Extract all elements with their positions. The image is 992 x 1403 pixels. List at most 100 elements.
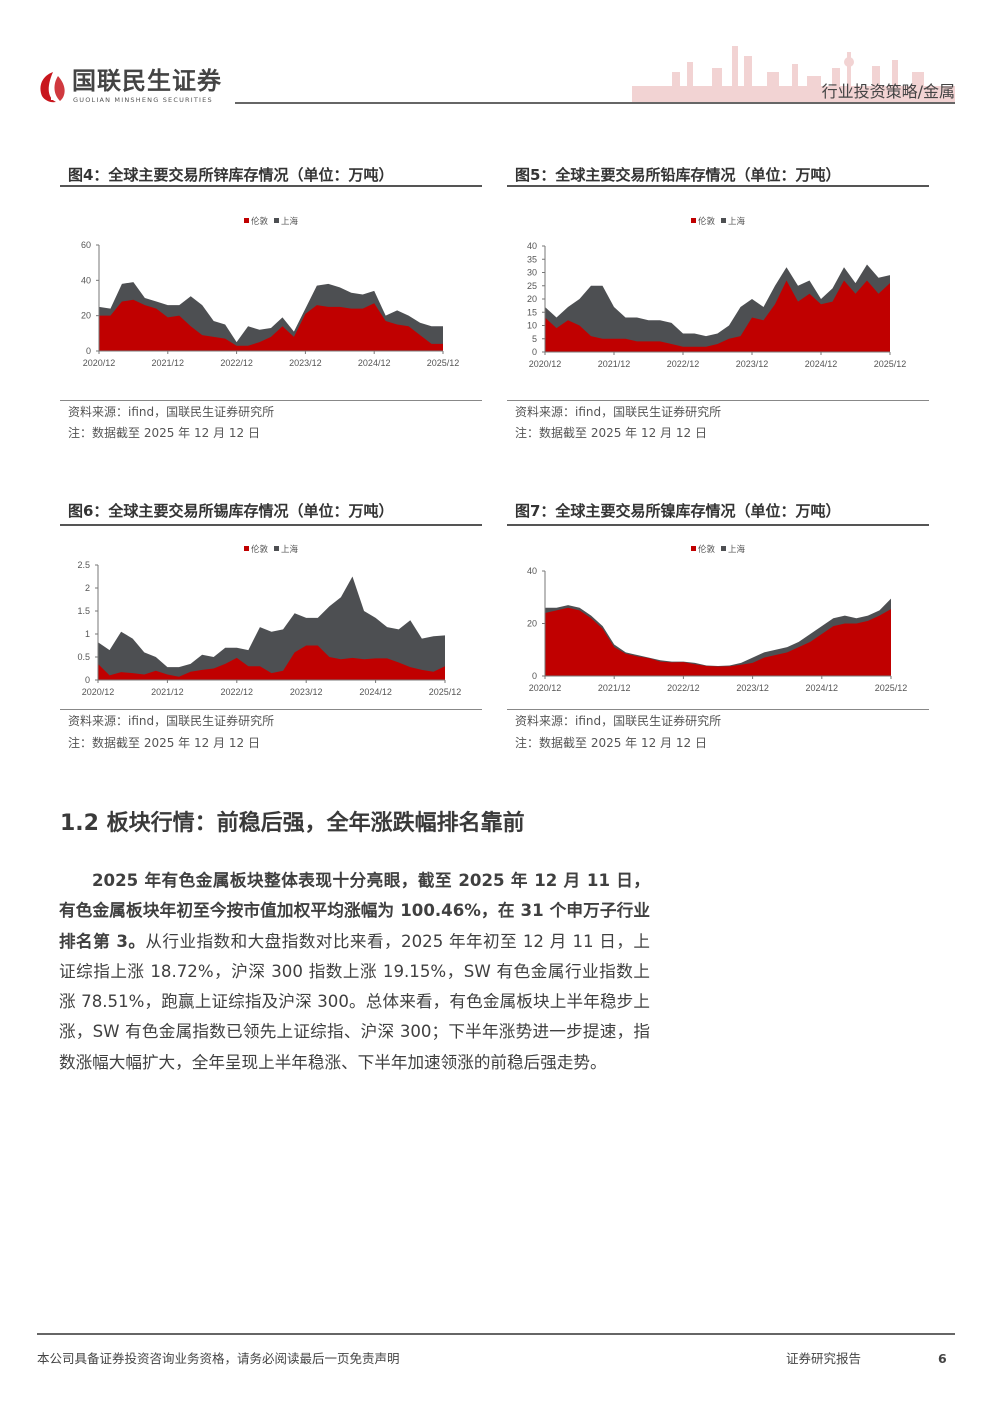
skyline-decoration bbox=[632, 46, 955, 102]
legend-swatch-shanghai bbox=[274, 546, 279, 551]
brand-logo-icon bbox=[40, 72, 65, 103]
figure-6-title: 图6：全球主要交易所锡库存情况（单位：万吨） bbox=[68, 502, 394, 520]
body-paragraph: 2025 年有色金属板块整体表现十分亮眼，截至 2025 年 12 月 11 日… bbox=[59, 866, 650, 1078]
page-number: 6 bbox=[938, 1351, 947, 1366]
y-tick-label: 20 bbox=[527, 294, 537, 304]
x-tick-label: 2020/12 bbox=[83, 358, 116, 368]
figure-5-title-rule bbox=[507, 185, 929, 187]
x-tick-label: 2023/12 bbox=[736, 359, 769, 369]
series-area-shanghai bbox=[98, 576, 445, 680]
figure-4-title: 图4：全球主要交易所锌库存情况（单位：万吨） bbox=[68, 166, 394, 184]
footer-disclaimer: 本公司具备证券投资咨询业务资格，请务必阅读最后一页免责声明 bbox=[37, 1351, 400, 1366]
figure-5-note: 注：数据截至 2025 年 12 月 12 日 bbox=[515, 426, 707, 440]
x-tick-label: 2020/12 bbox=[529, 359, 562, 369]
y-tick-label: 0 bbox=[85, 675, 90, 685]
y-tick-label: 10 bbox=[527, 321, 537, 331]
zinc-inventory-chart: 0 20 40 60 2020/12 2021/12 2022/12 2023/12 2024/… bbox=[81, 216, 460, 368]
legend-swatch-shanghai bbox=[721, 546, 726, 551]
body-paragraph-bold: 2025 年有色金属板块整体表现十分亮眼，截至 2025 年 12 月 11 日… bbox=[59, 871, 650, 951]
series-area-london bbox=[98, 645, 445, 680]
legend-label-london: 伦敦 bbox=[698, 216, 716, 226]
x-tick-label: 2020/12 bbox=[529, 683, 562, 693]
y-tick-label: 25 bbox=[527, 281, 537, 291]
y-tick-label: 40 bbox=[527, 241, 537, 251]
y-tick-label: 15 bbox=[527, 307, 537, 317]
nickel-inventory-chart: 0 20 40 2020/12 2021/12 2022/12 2023/12 2024/12… bbox=[527, 544, 908, 693]
x-tick-label: 2022/12 bbox=[221, 687, 254, 697]
legend-label-shanghai: 上海 bbox=[281, 544, 299, 554]
x-tick-label: 2023/12 bbox=[289, 358, 322, 368]
legend-swatch-shanghai bbox=[721, 218, 726, 223]
figure-7-title-rule bbox=[507, 524, 929, 526]
legend-label-london: 伦敦 bbox=[251, 216, 269, 226]
figure-4-source: 资料来源：ifind，国联民生证券研究所 bbox=[68, 405, 275, 419]
x-tick-label: 2021/12 bbox=[151, 687, 184, 697]
x-tick-label: 2022/12 bbox=[667, 683, 700, 693]
report-category: 行业投资策略/金属 bbox=[821, 82, 955, 101]
legend-label-london: 伦敦 bbox=[698, 544, 716, 554]
x-tick-label: 2021/12 bbox=[598, 359, 631, 369]
x-tick-label: 2025/12 bbox=[875, 683, 908, 693]
figure-5-source-rule bbox=[507, 400, 929, 401]
figure-4-note: 注：数据截至 2025 年 12 月 12 日 bbox=[68, 426, 260, 440]
series-area-london bbox=[99, 299, 443, 351]
figure-4-source-rule bbox=[60, 400, 482, 401]
y-tick-label: 20 bbox=[81, 311, 91, 321]
legend-swatch-london bbox=[691, 546, 696, 551]
x-tick-label: 2023/12 bbox=[290, 687, 323, 697]
x-tick-label: 2025/12 bbox=[427, 358, 460, 368]
lead-inventory-chart: 0 5 10 15 20 25 30 35 40 2020/12 2021/12 2022/12 202… bbox=[527, 216, 907, 369]
x-tick-label: 2020/12 bbox=[82, 687, 115, 697]
legend-label-shanghai: 上海 bbox=[728, 544, 746, 554]
y-tick-label: 30 bbox=[527, 268, 537, 278]
figure-7-note: 注：数据截至 2025 年 12 月 12 日 bbox=[515, 736, 707, 750]
y-tick-label: 60 bbox=[81, 240, 91, 250]
legend-swatch-shanghai bbox=[274, 218, 279, 223]
y-tick-label: 0 bbox=[532, 671, 537, 681]
y-tick-label: 40 bbox=[527, 566, 537, 576]
legend-label-shanghai: 上海 bbox=[728, 216, 746, 226]
y-tick-label: 35 bbox=[527, 254, 537, 264]
x-tick-label: 2025/12 bbox=[429, 687, 462, 697]
x-tick-label: 2021/12 bbox=[598, 683, 631, 693]
figure-4-title-rule bbox=[60, 185, 482, 187]
x-tick-label: 2022/12 bbox=[220, 358, 253, 368]
figure-7-source: 资料来源：ifind，国联民生证券研究所 bbox=[515, 714, 722, 728]
header-divider bbox=[235, 102, 955, 104]
figure-7-source-rule bbox=[507, 709, 929, 710]
footer-doc-type: 证券研究报告 bbox=[786, 1351, 862, 1366]
y-tick-label: 0 bbox=[532, 347, 537, 357]
body-paragraph-text: 从行业指数和大盘指数对比来看，2025 年年初至 12 月 11 日，上证综指上… bbox=[59, 931, 650, 1072]
x-tick-label: 2023/12 bbox=[736, 683, 769, 693]
x-tick-label: 2024/12 bbox=[359, 687, 392, 697]
series-area-london bbox=[545, 280, 890, 352]
figure-5-source: 资料来源：ifind，国联民生证券研究所 bbox=[515, 405, 722, 419]
y-tick-label: 40 bbox=[81, 275, 91, 285]
x-tick-label: 2024/12 bbox=[806, 683, 839, 693]
x-tick-label: 2022/12 bbox=[667, 359, 700, 369]
y-tick-label: 5 bbox=[532, 334, 537, 344]
footer-divider bbox=[37, 1333, 955, 1335]
y-tick-label: 2.5 bbox=[77, 560, 90, 570]
x-tick-label: 2025/12 bbox=[874, 359, 907, 369]
figure-6-note: 注：数据截至 2025 年 12 月 12 日 bbox=[68, 736, 260, 750]
x-tick-label: 2024/12 bbox=[358, 358, 391, 368]
section-heading: 1.2 板块行情：前稳后强，全年涨跌幅排名靠前 bbox=[60, 811, 525, 836]
legend-label-london: 伦敦 bbox=[251, 544, 269, 554]
y-tick-label: 0.5 bbox=[77, 652, 90, 662]
y-tick-label: 1.5 bbox=[77, 606, 90, 616]
y-tick-label: 20 bbox=[527, 619, 537, 629]
figure-6-title-rule bbox=[60, 524, 482, 526]
figure-5-title: 图5：全球主要交易所铅库存情况（单位：万吨） bbox=[515, 166, 841, 184]
series-area-london bbox=[545, 607, 891, 676]
brand-name: 国联民生证券 bbox=[72, 67, 222, 95]
legend-swatch-london bbox=[244, 546, 249, 551]
figure-6-source: 资料来源：ifind，国联民生证券研究所 bbox=[68, 714, 275, 728]
figure-7-title: 图7：全球主要交易所镍库存情况（单位：万吨） bbox=[515, 502, 841, 520]
legend-label-shanghai: 上海 bbox=[281, 216, 299, 226]
x-tick-label: 2024/12 bbox=[805, 359, 838, 369]
tin-inventory-chart: 0 0.5 1 1.5 2 2.5 2020/12 2021/12 2022/12 2023/12… bbox=[77, 544, 462, 697]
x-tick-label: 2021/12 bbox=[152, 358, 185, 368]
y-tick-label: 0 bbox=[86, 346, 91, 356]
y-tick-label: 1 bbox=[85, 629, 90, 639]
